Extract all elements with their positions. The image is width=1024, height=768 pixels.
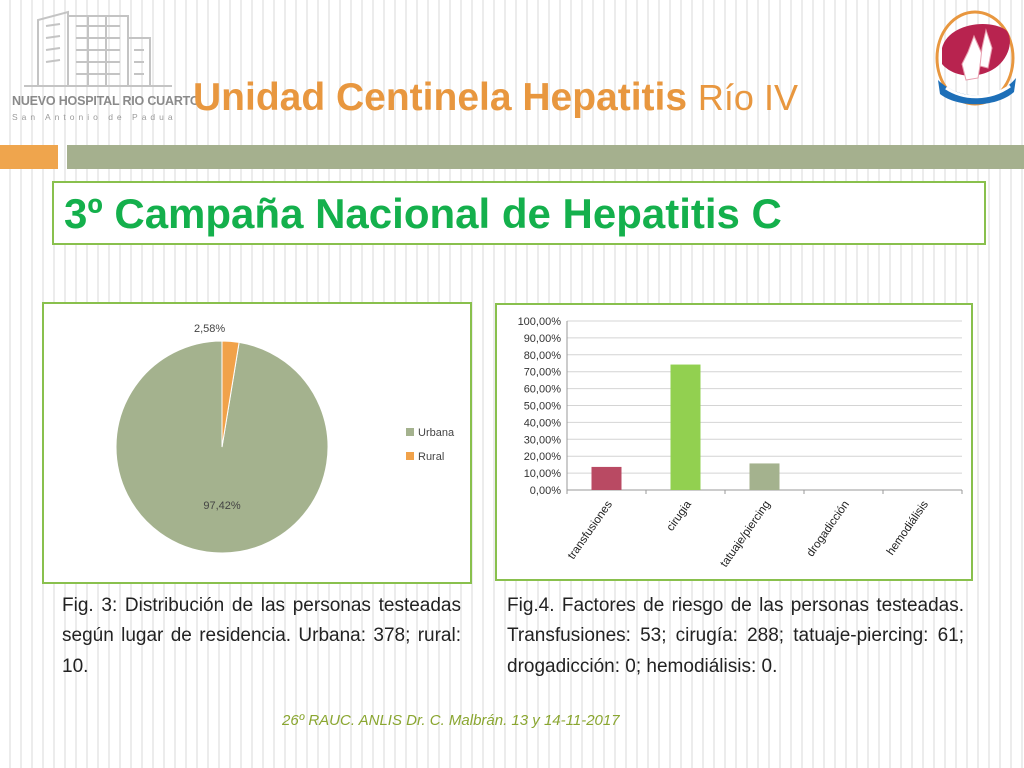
legend-label-urbana: Urbana	[418, 427, 455, 439]
hospital-building-icon	[24, 10, 172, 87]
bar-cirugia	[670, 364, 701, 490]
hepatitis-emblem	[930, 8, 1020, 110]
bar-chart: 0,00% 10,00% 20,00% 30,00% 40,00% 50,00% 60,00…	[518, 316, 963, 570]
legend-swatch-urbana	[406, 428, 414, 436]
pie-slice-rural	[221, 340, 240, 448]
y-tick-label: 10,00%	[524, 468, 562, 480]
page-title: Unidad Centinela Hepatitis Río IV	[193, 76, 798, 120]
hospital-name: NUEVO HOSPITAL RIO CUARTO	[12, 94, 200, 108]
y-tick-label: 0,00%	[530, 485, 561, 497]
pie-label-urbana: 97,42%	[203, 500, 241, 512]
campaign-title: 3º Campaña Nacional de Hepatitis C	[64, 190, 782, 237]
fig3-caption: Fig. 3: Distribución de las personas tes…	[62, 595, 461, 677]
page-title-main: Unidad Centinela Hepatitis	[193, 76, 688, 119]
x-tick-label: hemodiálisis	[885, 499, 931, 558]
y-tick-label: 90,00%	[524, 333, 562, 345]
header-divider-green	[67, 145, 1024, 169]
y-tick-label: 20,00%	[524, 451, 562, 463]
y-tick-label: 60,00%	[524, 384, 562, 396]
y-tick-label: 100,00%	[518, 316, 562, 328]
x-tick-label: cirugia	[665, 498, 695, 533]
header-divider-orange	[0, 145, 58, 169]
y-tick-label: 80,00%	[524, 350, 562, 362]
y-tick-label: 50,00%	[524, 401, 562, 413]
pie-label-rural: 2,58%	[194, 323, 225, 335]
x-tick-label: tatuaje/piercing	[718, 499, 773, 570]
x-tick-label: transfusiones	[566, 499, 615, 562]
bar-tatuaje-piercing	[749, 463, 780, 490]
footer-citation: 26º RAUC. ANLIS Dr. C. Malbrán. 13 y 14-…	[282, 712, 620, 729]
legend-label-rural: Rural	[418, 451, 444, 463]
hospital-logo: NUEVO HOSPITAL RIO CUARTO San Antonio de…	[10, 8, 200, 122]
y-tick-label: 40,00%	[524, 417, 562, 429]
fig4-caption: Fig.4. Factores de riesgo de las persona…	[507, 595, 964, 677]
bar-chart-frame: 0,00% 10,00% 20,00% 30,00% 40,00% 50,00% 60,00…	[495, 303, 973, 581]
page-title-suffix: Río IV	[697, 77, 798, 118]
hands-liver-icon	[935, 10, 1016, 106]
bar-transfusiones	[591, 466, 622, 490]
y-tick-label: 30,00%	[524, 434, 562, 446]
y-tick-label: 70,00%	[524, 367, 562, 379]
hospital-subtitle: San Antonio de Padua	[12, 112, 177, 122]
pie-chart-frame: 97,42% 2,58% Urbana Rural	[42, 302, 472, 584]
pie-chart: 97,42% 2,58% Urbana Rural	[115, 323, 455, 554]
x-tick-label: drogadicción	[805, 499, 852, 559]
legend-swatch-rural	[406, 452, 414, 460]
campaign-title-box: 3º Campaña Nacional de Hepatitis C	[52, 181, 986, 245]
